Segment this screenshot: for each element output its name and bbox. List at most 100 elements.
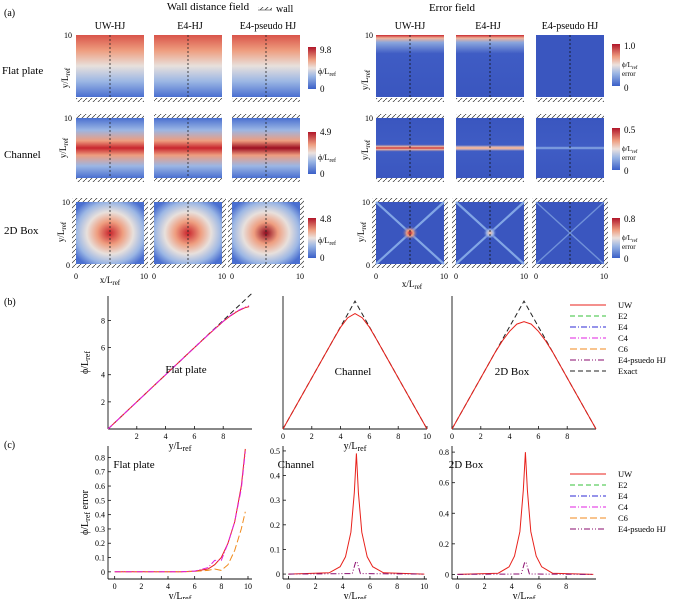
y-tick-label: 0.5 <box>270 447 280 456</box>
cbar-max-3: 4.8 <box>320 214 332 224</box>
y-tick-label: 0.3 <box>95 525 105 534</box>
y-tick-label: 0.2 <box>95 539 105 548</box>
cbar-min-3: 0 <box>320 253 325 263</box>
rtick-zero-r3: 0 <box>366 261 370 270</box>
y-tick-label: 0.1 <box>270 545 280 554</box>
x-axis-label-sub: ref <box>183 444 192 453</box>
svg-text:y/Lref: y/Lref <box>356 221 368 242</box>
x-tick-label: 10 <box>244 582 252 591</box>
y-tick-label: 6 <box>101 344 105 353</box>
panel-label-a: (a) <box>4 8 15 19</box>
legend-label: C6 <box>618 513 628 523</box>
ecbar-max-3: 0.8 <box>624 214 636 224</box>
ecbar-line2-1: error <box>622 70 636 78</box>
rxtick-ten-1: 10 <box>440 272 448 281</box>
x-tick-label: 6 <box>367 432 371 441</box>
xlabel-left: x/L <box>100 275 113 285</box>
y-axis-label-sub: ref <box>83 351 92 360</box>
ecbar-min-2: 0 <box>624 166 629 176</box>
method-header-pseudo-right: E4-pseudo HJ <box>542 21 598 32</box>
rtick-ten-r3: 10 <box>362 198 370 207</box>
y-tick-label: 8 <box>101 316 105 325</box>
wall-distance-title: Wall distance field <box>167 1 250 13</box>
cbar-min-2: 0 <box>320 169 325 179</box>
x-tick-label: 2 <box>310 432 314 441</box>
legend-label: C4 <box>618 502 629 512</box>
contour-2d-box-error <box>372 198 608 268</box>
rylabel-r3: y/L <box>356 230 366 243</box>
colorbar-2d-box: 4.8 0 ϕ/Lref <box>308 214 336 263</box>
panel-label-c: (c) <box>4 440 15 451</box>
legend-label: E4-psuedo HJ <box>618 524 667 534</box>
err-colorbar-channel: 0.5 0 ϕ/Lref error <box>612 125 638 176</box>
rtick-ten-r2: 10 <box>365 114 373 123</box>
contour-channel-error <box>376 114 604 182</box>
x-tick-label: 2 <box>139 582 143 591</box>
ylabel-r1-sub: ref <box>64 67 72 75</box>
ecbar-sub-2: ref <box>632 150 638 155</box>
method-header-uw-right: UW-HJ <box>395 21 426 32</box>
x-tick-label: 2 <box>479 432 483 441</box>
ylabel-r1: y/L <box>60 76 70 89</box>
legend-label: E2 <box>618 311 627 321</box>
method-header-e4-right: E4-HJ <box>475 21 501 32</box>
contour-2d-box-distance <box>72 198 304 268</box>
y-axis-label-sub: ref <box>83 512 92 521</box>
right-axes-labels: 10 10 10 0 y/Lref y/Lref y/Lref 0 10 0 1… <box>356 31 608 291</box>
x-tick-label: 8 <box>396 432 400 441</box>
panel-label-b: (b) <box>4 297 16 308</box>
colorbar-channel: 4.9 0 ϕ/Lref <box>308 127 336 179</box>
chart-6: 0 2 4 6 8 0 0.2 0.4 0.6 0.82D Box y/Lref UWE2E4C4C6… <box>439 446 667 599</box>
ecbar-sub-1: ref <box>632 66 638 71</box>
legend-label: Exact <box>618 366 638 376</box>
y-tick-label: 0.7 <box>95 468 105 477</box>
svg-text:ϕ/Lref: ϕ/Lref <box>318 67 336 78</box>
err-colorbar-flat-plate: 1.0 0 ϕ/Lref error <box>612 41 638 93</box>
series-e4-psuedo-hj <box>457 561 594 575</box>
y-tick-label: 2 <box>101 398 105 407</box>
x-tick-label: 8 <box>565 432 569 441</box>
series-e4-psuedo-hj <box>288 561 425 575</box>
series-uw <box>282 313 428 430</box>
series-uw <box>288 453 425 575</box>
xlabel-left-sub: ref <box>112 279 120 287</box>
rylabel-r2: y/L <box>360 148 370 161</box>
xtick-zero-1: 0 <box>74 272 78 281</box>
rxtick-zero-2: 0 <box>454 272 458 281</box>
row-label-2d-box: 2D Box <box>4 225 39 237</box>
ecbar-min-3: 0 <box>624 254 629 264</box>
x-axis-label: y/Lref <box>169 591 192 599</box>
colorbar-flat-plate: 9.8 0 ϕ/Lref <box>308 45 336 94</box>
legend-label: UW <box>618 300 632 310</box>
xtick-ten-3: 10 <box>296 272 304 281</box>
x-tick-label: 4 <box>164 432 168 441</box>
ecbar-line2-2: error <box>622 154 636 162</box>
chart-title: Flat plate <box>113 459 154 471</box>
x-tick-label: 8 <box>395 582 399 591</box>
chart-title: 2D Box <box>449 459 484 471</box>
rylabel-r3-sub: ref <box>360 221 368 229</box>
x-axis-label-sub: ref <box>358 594 367 599</box>
svg-text:x/Lref: x/Lref <box>100 275 121 287</box>
y-axis-label-main: ϕ/L <box>80 360 91 374</box>
y-tick-label: 0.2 <box>270 521 280 530</box>
ecbar-sub-3: ref <box>632 239 638 244</box>
x-axis-label-sub: ref <box>183 594 192 599</box>
rtick-ten-r1: 10 <box>365 31 373 40</box>
x-axis-label: y/Lref <box>513 591 536 599</box>
legend-label: C4 <box>618 333 629 343</box>
x-tick-label: 2 <box>483 582 487 591</box>
rxtick-zero-1: 0 <box>374 272 378 281</box>
x-axis-label-sub: ref <box>527 594 536 599</box>
legend-label: E4 <box>618 491 628 501</box>
ecbar-label-2: ϕ/L <box>622 145 632 153</box>
series-uw <box>451 321 597 430</box>
chart-title: 2D Box <box>495 366 530 378</box>
rylabel-r1-sub: ref <box>364 69 372 77</box>
rxtick-zero-3: 0 <box>534 272 538 281</box>
xtick-ten-2: 10 <box>218 272 226 281</box>
chart-title: Flat plate <box>165 364 206 376</box>
